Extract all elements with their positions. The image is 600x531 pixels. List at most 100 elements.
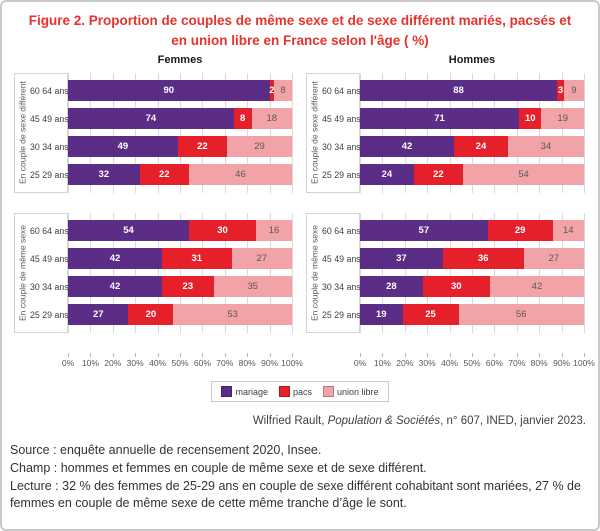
bar-segment: 27 xyxy=(68,303,129,325)
stacked-bar: 90 2 8 xyxy=(68,79,292,101)
segment-value: 29 xyxy=(254,140,265,152)
bar-segment: 54 xyxy=(463,163,584,185)
gridline xyxy=(584,213,585,334)
gridline xyxy=(68,73,69,194)
chart-panel: Femmes En couple de sexe différent 60 64 a… xyxy=(14,54,303,370)
bar-segment: 88 xyxy=(360,79,558,101)
segment-value: 42 xyxy=(109,252,121,264)
stacked-bar: 42 31 27 xyxy=(68,247,292,269)
segment-value: 18 xyxy=(266,112,278,124)
axis-tick xyxy=(269,353,271,358)
age-label: 25 29 ans xyxy=(30,310,69,321)
legend-swatch xyxy=(323,386,334,398)
axis-tick xyxy=(180,353,181,358)
stacked-bar: 74 8 18 xyxy=(68,107,292,129)
gridline xyxy=(135,213,137,334)
axis-tick-label: 50% xyxy=(463,358,481,369)
group-label: En couple de sexe différent xyxy=(17,81,28,185)
bar-row: 49 22 29 xyxy=(68,132,292,160)
age-labels: 60 64 ans 45 49 ans 30 34 ans 25 29 ans xyxy=(322,74,364,192)
bar-row: 90 2 8 xyxy=(68,76,292,104)
panel-title: Hommes xyxy=(448,54,496,67)
axis-tick xyxy=(68,353,69,358)
axis-tick xyxy=(90,353,92,358)
gridline xyxy=(516,73,518,194)
axis-tick xyxy=(292,353,293,358)
segment-value: 8 xyxy=(240,112,246,124)
bar-segment: 27 xyxy=(231,247,292,269)
gridline xyxy=(561,213,563,334)
stacked-bar: 37 36 27 xyxy=(360,247,584,269)
segment-value: 22 xyxy=(433,168,444,180)
segment-value: 31 xyxy=(191,252,203,264)
bar-segment: 74 xyxy=(68,107,234,129)
group-label-box: En couple de sexe différent 60 64 ans 45 4… xyxy=(14,73,69,194)
bar-segment: 28 xyxy=(360,275,423,297)
bar-segment: 31 xyxy=(162,247,232,269)
segment-value: 56 xyxy=(515,308,527,320)
axis-tick xyxy=(202,353,204,358)
segment-value: 24 xyxy=(381,168,393,180)
age-label: 45 49 ans xyxy=(30,254,69,265)
bar-segment: 49 xyxy=(68,135,178,157)
segment-value: 42 xyxy=(531,280,543,292)
segment-value: 32 xyxy=(98,168,110,180)
bar-segment: 30 xyxy=(188,219,257,241)
x-axis: 0% 10% 20% 30% 40% 50% 60% 70% 80% 90% 100% xyxy=(354,353,595,370)
bar-segment: 29 xyxy=(487,219,553,241)
gridline xyxy=(202,213,204,334)
axis-tick xyxy=(472,353,473,358)
age-labels: 60 64 ans 45 49 ans 30 34 ans 25 29 ans xyxy=(322,214,364,332)
age-label: 30 34 ans xyxy=(322,142,361,153)
age-label: 30 34 ans xyxy=(322,282,361,293)
gridline xyxy=(584,73,585,194)
axis-tick-label: 10% xyxy=(373,358,391,369)
legend-box: mariage pacs union libre xyxy=(211,381,389,403)
footer: Source : enquête annuelle de recensement… xyxy=(10,442,590,512)
footer-source: Source : enquête annuelle de recensement… xyxy=(10,443,322,458)
axis-tick xyxy=(494,353,496,358)
axis-tick xyxy=(135,353,137,358)
axis-tick xyxy=(561,353,563,358)
age-label: 60 64 ans xyxy=(322,86,361,97)
age-label: 60 64 ans xyxy=(322,226,361,237)
gridline xyxy=(224,213,226,334)
bar-segment: 24 xyxy=(360,163,414,185)
gridline xyxy=(247,73,249,194)
bar-segment: 10 xyxy=(519,107,542,129)
plot-area: 57 29 14 37 36 27 28 30 42 19 25 56 xyxy=(360,213,585,334)
axis-tick-label: 100% xyxy=(281,358,303,369)
legend-item: union libre xyxy=(323,386,379,398)
age-label: 45 49 ans xyxy=(30,114,69,125)
footer-lecture: Lecture : 32 % des femmes de 25-29 ans e… xyxy=(10,479,581,511)
axis-tick-label: 60% xyxy=(485,358,503,369)
bar-segment: 22 xyxy=(413,163,464,185)
gridline xyxy=(382,213,384,334)
segment-value: 23 xyxy=(182,280,194,292)
bar-segment: 71 xyxy=(360,107,520,129)
axis-tick-label: 20% xyxy=(396,358,414,369)
bar-segment: 25 xyxy=(402,303,459,325)
age-label: 60 64 ans xyxy=(30,226,69,237)
gridline xyxy=(90,73,92,194)
bar-segment: 22 xyxy=(177,135,228,157)
legend-label: mariage xyxy=(235,386,268,397)
attribution-journal: Population & Sociétés xyxy=(327,415,441,428)
bar-row: 19 25 56 xyxy=(360,300,584,328)
axis-tick xyxy=(404,353,406,358)
axis-tick xyxy=(382,353,384,358)
axis-tick xyxy=(112,353,114,358)
bar-segment: 57 xyxy=(360,219,488,241)
gridline xyxy=(157,213,159,334)
age-label: 25 29 ans xyxy=(322,310,361,321)
gridline xyxy=(292,73,293,194)
bar-segment: 42 xyxy=(68,247,163,269)
bar-row: 54 30 16 xyxy=(68,216,292,244)
legend-swatch xyxy=(278,386,290,398)
segment-value: 25 xyxy=(425,308,436,320)
plot-area: 54 30 16 42 31 27 42 23 35 27 20 53 xyxy=(68,213,293,334)
segment-value: 30 xyxy=(451,280,462,292)
age-label: 45 49 ans xyxy=(322,254,361,265)
segment-value: 9 xyxy=(571,84,577,96)
axis-tick-label: 20% xyxy=(104,358,122,369)
